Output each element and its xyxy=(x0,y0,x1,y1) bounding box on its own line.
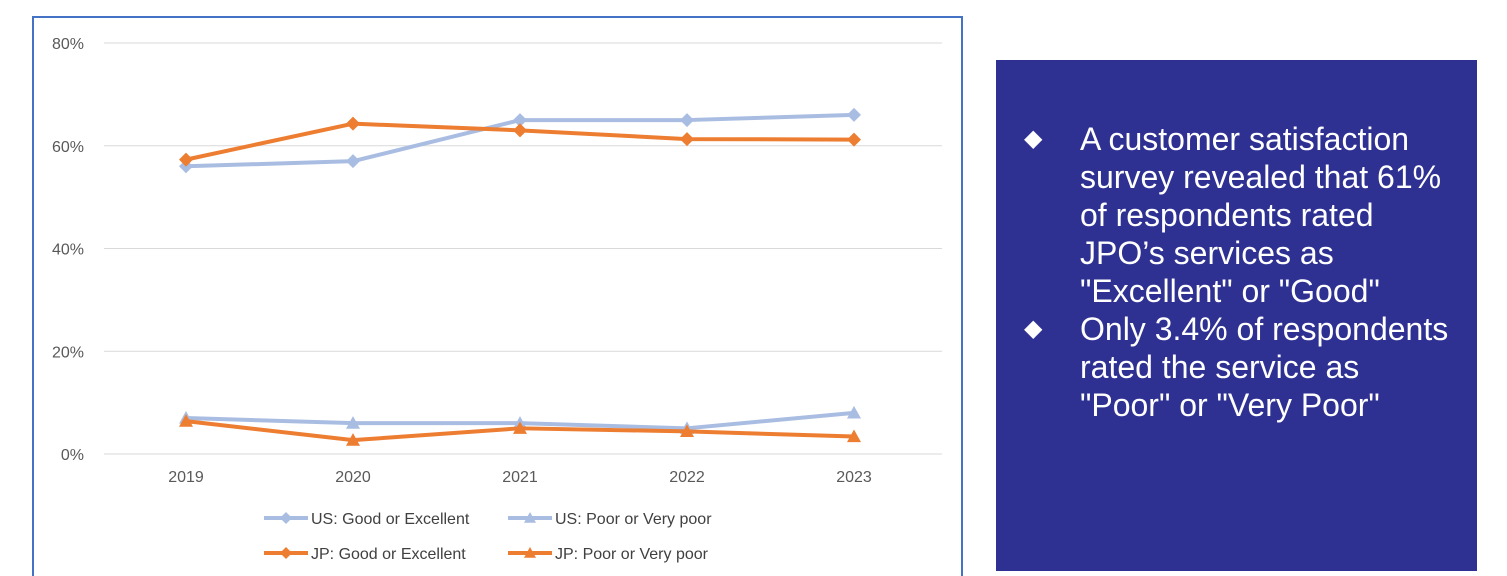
legend-label: US: Good or Excellent xyxy=(311,511,470,528)
summary-bullet-1: ◆ A customer satisfaction survey reveale… xyxy=(1020,120,1453,310)
legend-marker-icon xyxy=(524,547,536,558)
data-point xyxy=(847,107,861,122)
data-point xyxy=(346,416,360,429)
legend-marker-icon xyxy=(280,512,292,524)
y-tick-label: 60% xyxy=(52,139,84,156)
data-point xyxy=(513,421,527,434)
data-point xyxy=(346,154,360,169)
x-tick-label: 2023 xyxy=(836,469,872,486)
data-point xyxy=(847,405,861,419)
data-point xyxy=(847,132,861,147)
summary-text-2: Only 3.4% of respondents rated the servi… xyxy=(1080,311,1449,423)
x-tick-label: 2019 xyxy=(168,469,204,486)
legend-label: JP: Poor or Very poor xyxy=(555,546,709,563)
diamond-bullet-icon: ◆ xyxy=(1024,125,1043,152)
summary-bullet-2: ◆ Only 3.4% of respondents rated the ser… xyxy=(1020,310,1453,424)
y-tick-label: 0% xyxy=(61,447,84,464)
line-chart: 0% 20% 40% 60% 80% 2019 2020 2021 2022 2023 US: Go… xyxy=(52,36,942,563)
y-tick-label: 20% xyxy=(52,344,84,361)
x-tick-label: 2021 xyxy=(502,469,538,486)
legend-marker-icon xyxy=(524,512,536,523)
data-point xyxy=(513,113,527,128)
legend-marker-icon xyxy=(280,547,292,559)
data-point xyxy=(346,433,360,446)
summary-text-1: A customer satisfaction survey revealed … xyxy=(1080,121,1442,309)
summary-panel: ◆ A customer satisfaction survey reveale… xyxy=(996,60,1477,571)
data-point xyxy=(680,113,694,128)
y-tick-label: 40% xyxy=(52,242,84,259)
data-point xyxy=(680,132,694,147)
data-point xyxy=(513,123,527,138)
data-point xyxy=(847,429,861,443)
chart-frame: 0% 20% 40% 60% 80% 2019 2020 2021 2022 2023 US: Go… xyxy=(32,16,963,576)
data-point xyxy=(680,424,694,437)
diamond-bullet-icon: ◆ xyxy=(1024,315,1043,342)
x-tick-label: 2022 xyxy=(669,469,705,486)
data-point xyxy=(179,414,193,427)
x-tick-label: 2020 xyxy=(335,469,371,486)
y-tick-label: 80% xyxy=(52,36,84,53)
data-point xyxy=(179,152,193,167)
data-point xyxy=(346,116,360,131)
legend-label: US: Poor or Very poor xyxy=(555,511,712,528)
legend-label: JP: Good or Excellent xyxy=(311,546,466,563)
